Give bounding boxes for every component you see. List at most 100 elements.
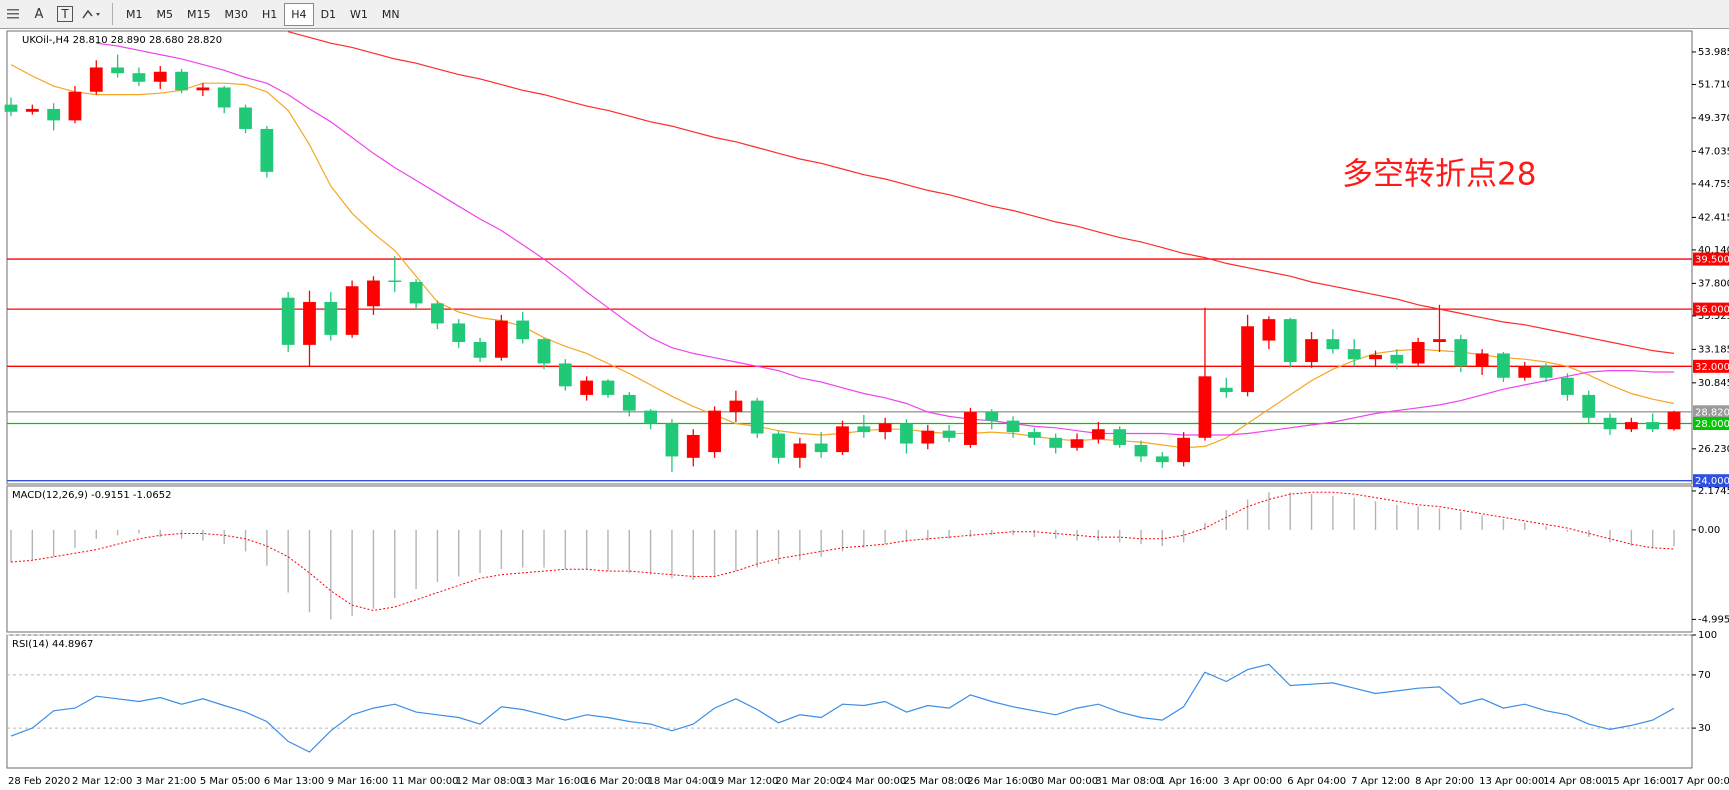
candle-body bbox=[494, 320, 508, 358]
timeframe-button[interactable]: MN bbox=[381, 7, 400, 21]
y-tick-label: 30 bbox=[1698, 723, 1711, 734]
separator bbox=[112, 3, 113, 25]
moving-average bbox=[288, 31, 1675, 354]
candle-body bbox=[516, 320, 530, 340]
x-tick-label: 12 Mar 08:00 bbox=[456, 776, 523, 787]
candle-body bbox=[772, 433, 785, 458]
y-tick-label: 70 bbox=[1698, 670, 1711, 681]
level-label: 28.820 bbox=[1695, 407, 1729, 418]
y-tick-label: 42.415 bbox=[1698, 212, 1729, 223]
candle-body bbox=[1561, 377, 1574, 395]
candle-body bbox=[1433, 339, 1446, 343]
timeframe-button[interactable]: M30 bbox=[224, 7, 249, 21]
text-label-tool[interactable]: T bbox=[54, 3, 76, 25]
x-tick-label: 13 Apr 00:00 bbox=[1479, 776, 1544, 787]
candle-body bbox=[452, 323, 466, 343]
candle-body bbox=[708, 410, 721, 453]
shapes-svg bbox=[82, 9, 100, 19]
candle-body bbox=[1091, 429, 1105, 440]
candle-body bbox=[601, 380, 615, 395]
x-tick-label: 25 Mar 08:00 bbox=[903, 776, 970, 787]
candle-body bbox=[47, 108, 61, 121]
candle-body bbox=[4, 104, 18, 112]
candle-body bbox=[1113, 429, 1127, 445]
timeframe-button[interactable]: H1 bbox=[262, 7, 278, 21]
candle-body bbox=[729, 400, 743, 413]
candle-body bbox=[239, 107, 252, 129]
candle-body bbox=[1475, 353, 1489, 367]
text-tool[interactable]: A bbox=[34, 6, 44, 22]
candle-body bbox=[89, 67, 103, 92]
timeframe-button[interactable]: M5 bbox=[156, 7, 174, 21]
x-tick-label: 30 Mar 00:00 bbox=[1031, 776, 1098, 787]
level-label: 32.000 bbox=[1695, 362, 1729, 373]
timeframe-button[interactable]: M1 bbox=[126, 7, 143, 21]
x-tick-label: 8 Apr 20:00 bbox=[1415, 776, 1474, 787]
candle-body bbox=[878, 423, 892, 433]
candle-body bbox=[25, 108, 39, 112]
candle-body bbox=[793, 443, 807, 458]
candle-body bbox=[644, 410, 658, 424]
candle-body bbox=[537, 339, 551, 364]
grip-icon[interactable] bbox=[2, 3, 24, 25]
x-tick-label: 26 Mar 16:00 bbox=[967, 776, 1034, 787]
candle-body bbox=[622, 394, 636, 411]
timeframe-button[interactable]: D1 bbox=[320, 7, 337, 21]
candle-body bbox=[132, 73, 146, 82]
y-tick-label: 51.710 bbox=[1698, 79, 1729, 90]
candle-body bbox=[217, 87, 231, 108]
candle-body bbox=[431, 303, 444, 324]
y-tick-label: 49.370 bbox=[1698, 113, 1729, 124]
annotation: 多空转折点28 bbox=[1342, 157, 1536, 193]
candle-body bbox=[196, 87, 210, 91]
candle-body bbox=[942, 430, 956, 438]
candle-body bbox=[580, 380, 594, 395]
level-label: 28.000 bbox=[1695, 419, 1729, 430]
x-tick-label: 28 Feb 2020 bbox=[8, 776, 70, 787]
candle-body bbox=[750, 400, 764, 434]
y-tick-label: 100 bbox=[1698, 630, 1717, 641]
level-label: 36.000 bbox=[1695, 305, 1729, 316]
candle-body bbox=[1262, 319, 1276, 341]
x-tick-label: 19 Mar 12:00 bbox=[712, 776, 779, 787]
candle-body bbox=[921, 430, 935, 444]
candle-body bbox=[388, 280, 402, 282]
candle-body bbox=[857, 426, 871, 433]
x-tick-label: 17 Apr 00:00 bbox=[1671, 776, 1729, 787]
candle-body bbox=[1006, 420, 1020, 433]
candle-body bbox=[1667, 411, 1681, 430]
x-tick-label: 6 Mar 13:00 bbox=[264, 776, 324, 787]
level-label-bg bbox=[1693, 359, 1729, 373]
shapes-tool[interactable] bbox=[80, 3, 104, 25]
candle-body bbox=[1518, 366, 1532, 378]
panel-frame bbox=[6, 634, 1693, 769]
x-tick-label: 15 Apr 16:00 bbox=[1607, 776, 1672, 787]
candle-body bbox=[345, 286, 359, 335]
candle-body bbox=[1369, 354, 1382, 360]
x-tick-label: 13 Mar 16:00 bbox=[520, 776, 587, 787]
x-tick-label: 16 Mar 20:00 bbox=[584, 776, 651, 787]
candle-body bbox=[836, 426, 849, 453]
x-tick-label: 11 Mar 00:00 bbox=[392, 776, 459, 787]
candle-body bbox=[964, 412, 977, 445]
timeframe-button[interactable]: M15 bbox=[187, 7, 211, 21]
candle-body bbox=[1283, 319, 1297, 363]
candle-body bbox=[1624, 422, 1638, 430]
candle-body bbox=[985, 412, 999, 421]
candle-body bbox=[558, 363, 572, 387]
level-label: 24.000 bbox=[1695, 476, 1729, 487]
candle-body bbox=[111, 67, 124, 74]
timeframe-button[interactable]: W1 bbox=[350, 7, 368, 21]
text-label-icon: T bbox=[57, 6, 73, 22]
candle-body bbox=[1177, 437, 1191, 463]
panel-title: UKOil-,H4 28.810 28.890 28.680 28.820 bbox=[22, 35, 222, 46]
x-tick-label: 18 Mar 04:00 bbox=[648, 776, 715, 787]
level-label-bg bbox=[1693, 474, 1729, 488]
x-tick-label: 24 Mar 00:00 bbox=[840, 776, 907, 787]
timeframe-button[interactable]: H4 bbox=[284, 2, 314, 26]
candle-body bbox=[175, 71, 188, 91]
candle-body bbox=[1603, 417, 1617, 430]
candle-body bbox=[1582, 394, 1596, 418]
x-tick-label: 14 Apr 08:00 bbox=[1543, 776, 1608, 787]
